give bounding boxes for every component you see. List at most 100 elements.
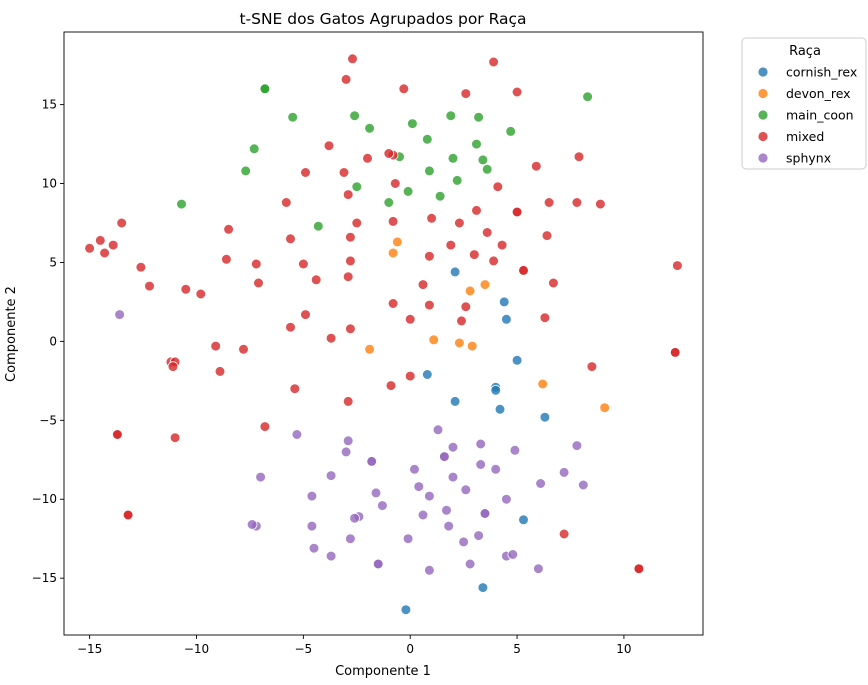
point-mixed [298, 258, 309, 270]
point-mixed [250, 258, 262, 270]
point-sphynx [114, 309, 125, 320]
point-mixed [426, 213, 437, 224]
point-sphynx [501, 493, 512, 505]
point-sphynx [558, 467, 570, 478]
point-sphynx [306, 490, 318, 502]
point-sphynx [417, 509, 429, 521]
point-main_coon [407, 118, 418, 129]
point-cornish_rex [400, 604, 412, 615]
point-mixed [338, 167, 350, 178]
point-mixed [122, 509, 134, 521]
point-sphynx [432, 424, 444, 436]
point-mixed [492, 181, 504, 193]
point-sphynx [447, 471, 459, 483]
point-mixed [285, 321, 296, 333]
point-sphynx [424, 490, 435, 502]
x-tick-label: −5 [295, 642, 313, 656]
point-mixed [167, 361, 179, 372]
point-cornish_rex [421, 369, 433, 380]
point-sphynx [535, 478, 546, 489]
point-mixed [223, 224, 234, 235]
point-sphynx [377, 500, 388, 511]
point-mixed [144, 280, 155, 292]
point-devon_rex [387, 247, 399, 259]
point-main_coon [248, 143, 260, 155]
x-tick-label: 0 [406, 642, 414, 656]
point-mixed [454, 217, 465, 229]
point-sphynx [291, 429, 303, 440]
point-sphynx [372, 558, 384, 570]
point-mixed [285, 233, 296, 245]
point-main_coon [434, 190, 446, 202]
point-mixed [669, 347, 681, 358]
point-mixed [511, 86, 523, 98]
point-mixed [424, 299, 435, 311]
point-sphynx [460, 484, 472, 496]
plot-area-frame [63, 31, 704, 636]
point-mixed [325, 332, 337, 344]
point-devon_rex [392, 236, 403, 248]
point-mixed [445, 239, 457, 251]
point-mixed [389, 178, 401, 189]
point-main_coon [351, 181, 363, 193]
point-mixed [351, 217, 363, 229]
legend-marker-main_coon [757, 109, 769, 121]
point-mixed [417, 279, 429, 290]
point-mixed [468, 249, 480, 260]
point-sphynx [441, 504, 452, 516]
point-sphynx [475, 459, 487, 470]
point-main_coon [473, 111, 484, 123]
point-main_coon [312, 220, 324, 232]
point-sphynx [255, 471, 266, 483]
legend-title: Raça [789, 44, 821, 59]
x-tick-label: 5 [513, 642, 521, 656]
point-devon_rex [466, 340, 478, 352]
point-main_coon [481, 164, 493, 175]
chart-title: t-SNE dos Gatos Agrupados por Raça [239, 10, 526, 28]
point-sphynx [402, 533, 414, 544]
point-mixed [345, 231, 356, 243]
point-sphynx [342, 435, 354, 447]
point-devon_rex [464, 285, 476, 297]
point-mixed [543, 197, 555, 208]
point-mixed [460, 88, 472, 99]
point-sphynx [366, 456, 378, 467]
point-mixed [342, 271, 354, 283]
point-mixed [633, 563, 645, 574]
y-tick-label: −10 [32, 492, 57, 506]
y-tick-label: −15 [32, 571, 57, 585]
legend-box [741, 37, 867, 170]
point-sphynx [308, 542, 320, 554]
point-mixed [116, 217, 127, 229]
point-sphynx [424, 564, 435, 576]
point-main_coon [349, 110, 360, 121]
point-sphynx [306, 520, 318, 532]
y-axis-ticks: −15 −10 −5 0 5 10 15 [32, 98, 64, 585]
y-tick-label: 10 [42, 177, 57, 191]
point-sphynx [349, 512, 360, 524]
point-devon_rex [428, 334, 440, 346]
point-mixed [95, 235, 106, 246]
point-mixed [169, 432, 181, 444]
point-sphynx [464, 558, 476, 570]
point-sphynx [475, 438, 487, 450]
point-main_coon [445, 110, 457, 121]
point-mixed [571, 197, 583, 208]
legend-label-devon_rex: devon_rex [786, 86, 851, 101]
point-main_coon [259, 83, 271, 95]
point-mixed [530, 160, 542, 172]
x-axis-ticks: −15 −10 −5 0 5 10 [77, 635, 632, 656]
point-cornish_rex [511, 354, 523, 366]
point-mixed [107, 239, 119, 251]
point-devon_rex [479, 279, 491, 290]
point-mixed [460, 301, 472, 313]
point-mixed [289, 383, 301, 395]
point-mixed [548, 277, 559, 289]
point-mixed [672, 260, 683, 271]
point-main_coon [505, 126, 517, 137]
point-sphynx [473, 530, 484, 541]
point-main_coon [364, 123, 375, 134]
point-mixed [340, 74, 352, 85]
point-mixed [404, 313, 416, 325]
point-mixed [214, 366, 226, 377]
